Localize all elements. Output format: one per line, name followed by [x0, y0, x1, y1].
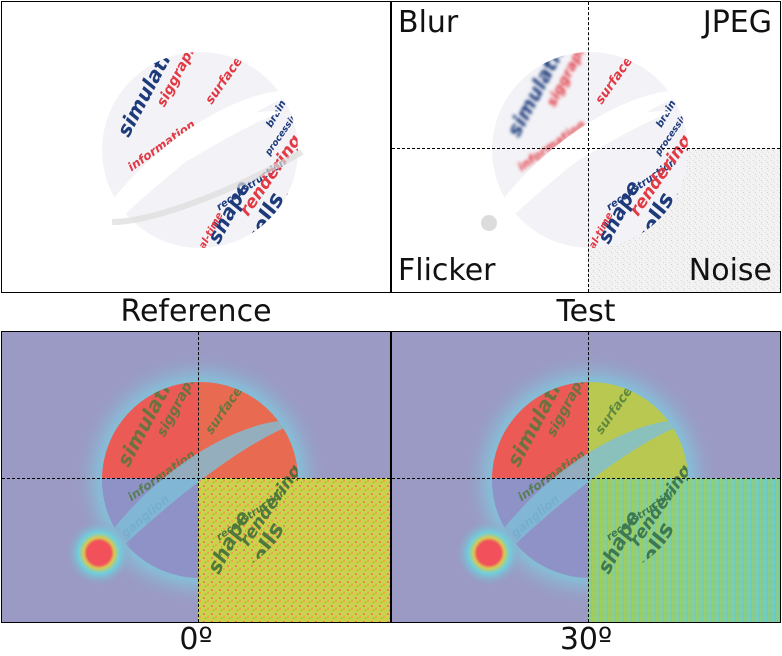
quadrant-divider-vertical: [588, 2, 589, 292]
angle-label-0: 0º: [179, 622, 213, 656]
test-sphere: simulation siggraph information surfaces…: [481, 52, 780, 292]
map0-divider-vertical: [198, 332, 199, 622]
label-noise: Noise: [688, 253, 772, 288]
heading-reference: Reference: [120, 294, 272, 329]
map0-divider-horizontal: [2, 478, 390, 479]
heatmap-0deg-svg: simulation siggraph surfaces information…: [2, 332, 390, 622]
difference-map-30deg: simulation siggraph surfaces information…: [391, 331, 781, 623]
test-image-panel: simulation siggraph information surfaces…: [391, 1, 781, 293]
flicker-heat-disk-0deg: [65, 519, 133, 587]
reference-image-panel: simulation siggraph surfaces information…: [1, 1, 391, 293]
label-flicker: Flicker: [398, 253, 496, 288]
map30-divider-vertical: [588, 332, 589, 622]
difference-map-0deg: simulation siggraph surfaces information…: [1, 331, 391, 623]
label-blur: Blur: [398, 5, 459, 40]
flicker-disk: [481, 215, 497, 231]
map30-divider-horizontal: [392, 478, 780, 479]
heatmap-30deg-svg: simulation siggraph surfaces information…: [392, 332, 780, 622]
quadrant-divider-horizontal: [392, 148, 780, 149]
heading-test: Test: [556, 294, 616, 329]
flicker-heat-disk-30deg: [455, 519, 523, 587]
angle-label-30: 30º: [559, 622, 613, 656]
reference-sphere: simulation siggraph surfaces information…: [102, 52, 304, 248]
label-jpeg: JPEG: [702, 5, 772, 40]
